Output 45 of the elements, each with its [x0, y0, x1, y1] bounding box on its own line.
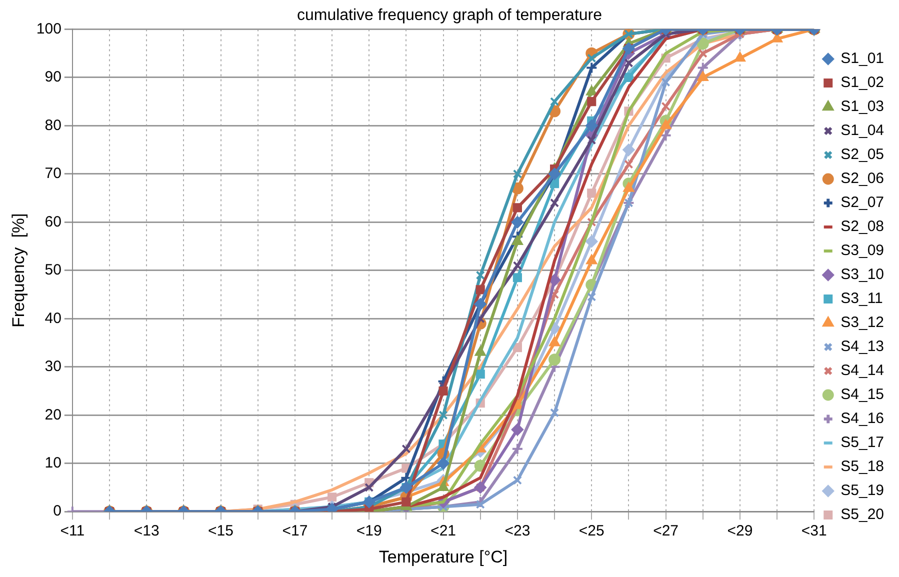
x-tick-label: <23 — [504, 522, 530, 540]
y-tick-label: 0 — [53, 502, 62, 520]
legend-label: S3_12 — [840, 314, 884, 332]
y-tick-label: 100 — [36, 20, 62, 38]
x-tick-label: <21 — [430, 522, 456, 540]
legend-label: S1_04 — [840, 122, 884, 140]
legend-label: S5_18 — [840, 458, 884, 476]
x-tick-label: <25 — [578, 522, 604, 540]
y-tick-label: 70 — [44, 165, 62, 182]
legend-label: S3_10 — [840, 266, 884, 284]
legend-label: S2_06 — [840, 170, 884, 188]
x-tick-label: <11 — [60, 522, 85, 540]
x-tick-label: <19 — [356, 522, 382, 540]
x-tick-label: <29 — [727, 522, 753, 540]
y-tick-label: 10 — [44, 454, 62, 472]
y-tick-label: 60 — [44, 213, 62, 230]
legend-label: S1_02 — [840, 74, 884, 92]
y-tick-label: 20 — [44, 406, 62, 424]
legend-label: S4_15 — [840, 386, 884, 404]
x-tick-label: <13 — [134, 522, 160, 540]
y-tick-label: 40 — [44, 310, 62, 327]
legend-label: S1_01 — [840, 50, 884, 68]
legend-label: S2_05 — [840, 146, 884, 164]
legend-label: S5_17 — [840, 434, 884, 452]
legend-label: S4_14 — [840, 362, 884, 380]
legend-label: S2_07 — [840, 194, 884, 212]
y-axis-title: Frequency [%] — [8, 213, 28, 328]
y-tick-label: 80 — [44, 116, 62, 134]
x-tick-label: <15 — [208, 522, 234, 540]
legend-label: S5_19 — [840, 482, 884, 500]
legend-label: S4_16 — [840, 410, 884, 428]
x-axis-title: Temperature [°C] — [378, 547, 508, 566]
legend-label: S2_08 — [840, 218, 884, 236]
legend-label: S3_11 — [840, 290, 883, 308]
y-tick-label: 30 — [44, 358, 62, 376]
legend-label: S1_03 — [840, 98, 884, 116]
legend-label: S4_13 — [840, 338, 884, 356]
y-tick-label: 50 — [44, 262, 62, 279]
y-tick-label: 90 — [44, 68, 62, 86]
legend-label: S5_20 — [840, 506, 884, 524]
x-tick-label: <27 — [653, 522, 679, 540]
x-tick-label: <17 — [282, 522, 308, 540]
legend-label: S3_09 — [840, 242, 884, 260]
chart-title: cumulative frequency graph of temperature — [296, 7, 602, 24]
x-tick-label: <31 — [801, 522, 827, 540]
